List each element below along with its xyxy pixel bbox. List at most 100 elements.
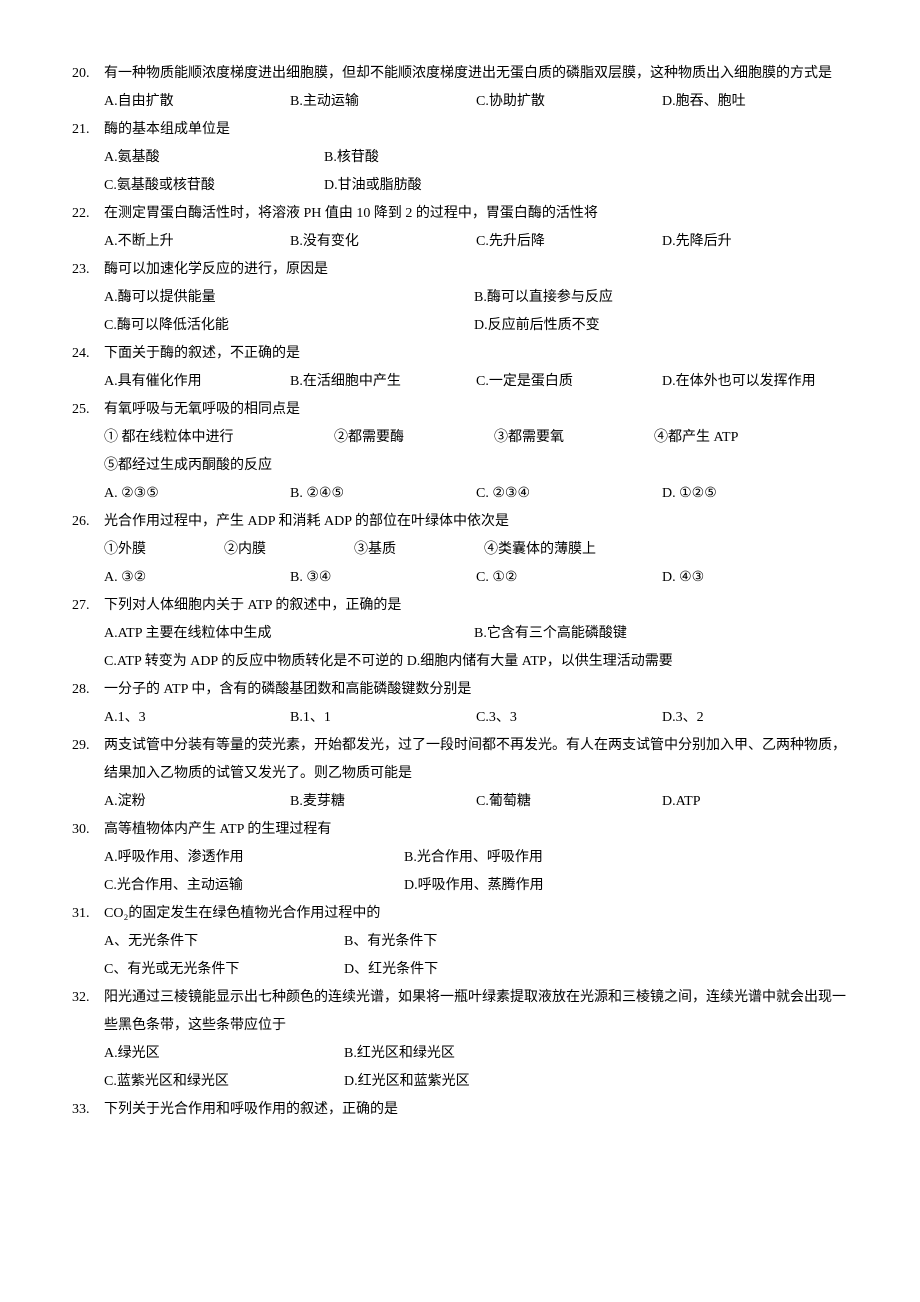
question-number: 27. xyxy=(72,592,104,620)
question-body: 两支试管中分装有等量的荧光素，开始都发光，过了一段时间都不再发光。有人在两支试管… xyxy=(104,732,848,816)
question-stem: 有一种物质能顺浓度梯度进出细胞膜，但却不能顺浓度梯度进出无蛋白质的磷脂双层膜，这… xyxy=(104,60,848,88)
question-stem: 两支试管中分装有等量的荧光素，开始都发光，过了一段时间都不再发光。有人在两支试管… xyxy=(104,732,848,788)
options-row: A.酶可以提供能量B.酶可以直接参与反应 xyxy=(104,284,848,312)
question-stem: 下列对人体细胞内关于 ATP 的叙述中，正确的是 xyxy=(104,592,848,620)
option: D.先降后升 xyxy=(662,228,848,256)
option: C. ①② xyxy=(476,564,662,592)
options-row: C.酶可以降低活化能D.反应前后性质不变 xyxy=(104,312,848,340)
option: C.一定是蛋白质 xyxy=(476,368,662,396)
option: A.自由扩散 xyxy=(104,88,290,116)
option: C.ATP 转变为 ADP 的反应中物质转化是不可逆的 D.细胞内储有大量 AT… xyxy=(104,648,848,676)
option: A.ATP 主要在线粒体中生成 xyxy=(104,620,474,648)
option: D.3、2 xyxy=(662,704,848,732)
option: D.红光区和蓝紫光区 xyxy=(344,1068,584,1096)
option: B.酶可以直接参与反应 xyxy=(474,284,844,312)
question-subitem: ③都需要氧 xyxy=(494,424,654,452)
question-subitem: ④都产生 ATP xyxy=(654,424,814,452)
question-subitem: ⑤都经过生成丙酮酸的反应 xyxy=(104,452,804,480)
options-row: A. ②③⑤B. ②④⑤C. ②③④D. ①②⑤ xyxy=(104,480,848,508)
question-subitem: ④类囊体的薄膜上 xyxy=(484,536,684,564)
options-row: A.淀粉B.麦芽糖C.葡萄糖D.ATP xyxy=(104,788,848,816)
question-subitem: ②内膜 xyxy=(224,536,354,564)
option: C、有光或无光条件下 xyxy=(104,956,344,984)
question-number: 22. xyxy=(72,200,104,228)
question-number: 21. xyxy=(72,116,104,144)
option: D.ATP xyxy=(662,788,848,816)
options-row: C.ATP 转变为 ADP 的反应中物质转化是不可逆的 D.细胞内储有大量 AT… xyxy=(104,648,848,676)
question-body: 光合作用过程中，产生 ADP 和消耗 ADP 的部位在叶绿体中依次是①外膜②内膜… xyxy=(104,508,848,592)
question-number: 33. xyxy=(72,1096,104,1124)
options-row: C、有光或无光条件下D、红光条件下 xyxy=(104,956,848,984)
question-stem: 在测定胃蛋白酶活性时，将溶液 PH 值由 10 降到 2 的过程中，胃蛋白酶的活… xyxy=(104,200,848,228)
option: B.1、1 xyxy=(290,704,476,732)
question-body: 下面关于酶的叙述，不正确的是A.具有催化作用B.在活细胞中产生C.一定是蛋白质D… xyxy=(104,340,848,396)
question-number: 24. xyxy=(72,340,104,368)
question-stem: 一分子的 ATP 中，含有的磷酸基团数和高能磷酸键数分别是 xyxy=(104,676,848,704)
question-subitem: ① 都在线粒体中进行 xyxy=(104,424,334,452)
question-number: 28. xyxy=(72,676,104,704)
option: D. ④③ xyxy=(662,564,848,592)
options-row: C.氨基酸或核苷酸D.甘油或脂肪酸 xyxy=(104,172,848,200)
question-body: 一分子的 ATP 中，含有的磷酸基团数和高能磷酸键数分别是A.1、3B.1、1C… xyxy=(104,676,848,732)
option: A.不断上升 xyxy=(104,228,290,256)
options-row: A.绿光区B.红光区和绿光区 xyxy=(104,1040,848,1068)
option: A.酶可以提供能量 xyxy=(104,284,474,312)
question-subitems: ⑤都经过生成丙酮酸的反应 xyxy=(104,452,848,480)
option: C.光合作用、主动运输 xyxy=(104,872,404,900)
question: 33.下列关于光合作用和呼吸作用的叙述，正确的是 xyxy=(72,1096,848,1124)
question-body: 酶的基本组成单位是A.氨基酸B.核苷酸C.氨基酸或核苷酸D.甘油或脂肪酸 xyxy=(104,116,848,200)
options-row: A.不断上升B.没有变化C.先升后降D.先降后升 xyxy=(104,228,848,256)
option: C.酶可以降低活化能 xyxy=(104,312,474,340)
options-row: A.1、3B.1、1C.3、3D.3、2 xyxy=(104,704,848,732)
option: A、无光条件下 xyxy=(104,928,344,956)
question: 24.下面关于酶的叙述，不正确的是A.具有催化作用B.在活细胞中产生C.一定是蛋… xyxy=(72,340,848,396)
question: 26.光合作用过程中，产生 ADP 和消耗 ADP 的部位在叶绿体中依次是①外膜… xyxy=(72,508,848,592)
option: B.没有变化 xyxy=(290,228,476,256)
option: B.红光区和绿光区 xyxy=(344,1040,584,1068)
question-number: 25. xyxy=(72,396,104,424)
option: D.胞吞、胞吐 xyxy=(662,88,848,116)
question: 20.有一种物质能顺浓度梯度进出细胞膜，但却不能顺浓度梯度进出无蛋白质的磷脂双层… xyxy=(72,60,848,116)
question-stem: 阳光通过三棱镜能显示出七种颜色的连续光谱，如果将一瓶叶绿素提取液放在光源和三棱镜… xyxy=(104,984,848,1040)
option: A.氨基酸 xyxy=(104,144,324,172)
options-row: A、无光条件下B、有光条件下 xyxy=(104,928,848,956)
options-row: C.蓝紫光区和绿光区D.红光区和蓝紫光区 xyxy=(104,1068,848,1096)
option: B. ③④ xyxy=(290,564,476,592)
options-row: C.光合作用、主动运输D.呼吸作用、蒸腾作用 xyxy=(104,872,848,900)
option: B.主动运输 xyxy=(290,88,476,116)
option: C.葡萄糖 xyxy=(476,788,662,816)
option: B.在活细胞中产生 xyxy=(290,368,476,396)
question-body: 酶可以加速化学反应的进行，原因是A.酶可以提供能量B.酶可以直接参与反应C.酶可… xyxy=(104,256,848,340)
question-stem: 下面关于酶的叙述，不正确的是 xyxy=(104,340,848,368)
option: A.淀粉 xyxy=(104,788,290,816)
question-subitem: ③基质 xyxy=(354,536,484,564)
question-body: 在测定胃蛋白酶活性时，将溶液 PH 值由 10 降到 2 的过程中，胃蛋白酶的活… xyxy=(104,200,848,256)
options-row: A. ③②B. ③④C. ①②D. ④③ xyxy=(104,564,848,592)
question-body: 下列对人体细胞内关于 ATP 的叙述中，正确的是A.ATP 主要在线粒体中生成B… xyxy=(104,592,848,676)
question-body: 有一种物质能顺浓度梯度进出细胞膜，但却不能顺浓度梯度进出无蛋白质的磷脂双层膜，这… xyxy=(104,60,848,116)
options-row: A.自由扩散B.主动运输C.协助扩散D.胞吞、胞吐 xyxy=(104,88,848,116)
option: B. ②④⑤ xyxy=(290,480,476,508)
question-subitems: ①外膜②内膜③基质④类囊体的薄膜上 xyxy=(104,536,848,564)
option: C.协助扩散 xyxy=(476,88,662,116)
option: C. ②③④ xyxy=(476,480,662,508)
question: 30.高等植物体内产生 ATP 的生理过程有A.呼吸作用、渗透作用B.光合作用、… xyxy=(72,816,848,900)
question-stem: CO₂的固定发生在绿色植物光合作用过程中的 xyxy=(104,900,848,928)
option: D. ①②⑤ xyxy=(662,480,848,508)
option: B.核苷酸 xyxy=(324,144,544,172)
option: A.绿光区 xyxy=(104,1040,344,1068)
question-stem: 光合作用过程中，产生 ADP 和消耗 ADP 的部位在叶绿体中依次是 xyxy=(104,508,848,536)
option: B.它含有三个高能磷酸键 xyxy=(474,620,844,648)
question: 27.下列对人体细胞内关于 ATP 的叙述中，正确的是A.ATP 主要在线粒体中… xyxy=(72,592,848,676)
question: 29.两支试管中分装有等量的荧光素，开始都发光，过了一段时间都不再发光。有人在两… xyxy=(72,732,848,816)
options-row: A.呼吸作用、渗透作用B.光合作用、呼吸作用 xyxy=(104,844,848,872)
option: C.蓝紫光区和绿光区 xyxy=(104,1068,344,1096)
question-stem: 酶的基本组成单位是 xyxy=(104,116,848,144)
options-row: A.ATP 主要在线粒体中生成B.它含有三个高能磷酸键 xyxy=(104,620,848,648)
question: 28.一分子的 ATP 中，含有的磷酸基团数和高能磷酸键数分别是A.1、3B.1… xyxy=(72,676,848,732)
question-subitem: ②都需要酶 xyxy=(334,424,494,452)
option: A. ②③⑤ xyxy=(104,480,290,508)
options-row: A.氨基酸B.核苷酸 xyxy=(104,144,848,172)
question: 22.在测定胃蛋白酶活性时，将溶液 PH 值由 10 降到 2 的过程中，胃蛋白… xyxy=(72,200,848,256)
question-subitems: ① 都在线粒体中进行②都需要酶③都需要氧④都产生 ATP xyxy=(104,424,848,452)
